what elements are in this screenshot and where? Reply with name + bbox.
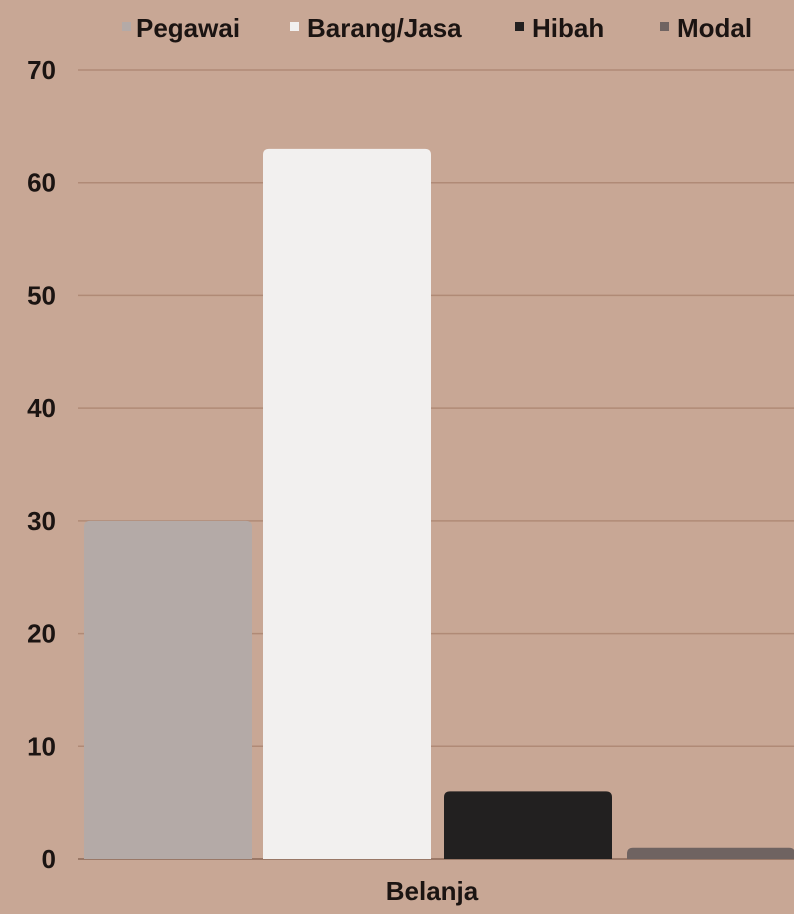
legend-swatch-modal bbox=[660, 22, 669, 31]
legend-label-barang-jasa: Barang/Jasa bbox=[307, 13, 462, 43]
legend-label-modal: Modal bbox=[677, 13, 752, 43]
y-tick-label-50: 50 bbox=[27, 280, 56, 310]
y-axis-ticks: 0 10 20 30 40 50 60 70 bbox=[27, 55, 56, 874]
legend-swatch-hibah bbox=[515, 22, 524, 31]
x-category-label: Belanja bbox=[386, 876, 479, 906]
legend-label-pegawai: Pegawai bbox=[136, 13, 240, 43]
y-tick-label-20: 20 bbox=[27, 619, 56, 649]
y-tick-label-70: 70 bbox=[27, 55, 56, 85]
legend-swatch-pegawai bbox=[122, 22, 131, 31]
y-tick-label-30: 30 bbox=[27, 506, 56, 536]
bar-hibah bbox=[444, 791, 612, 859]
bar-modal bbox=[627, 847, 794, 859]
y-tick-label-60: 60 bbox=[27, 168, 56, 198]
bar-barang-jasa bbox=[263, 148, 431, 859]
bars bbox=[84, 148, 794, 859]
y-tick-label-10: 10 bbox=[27, 731, 56, 761]
legend-label-hibah: Hibah bbox=[532, 13, 604, 43]
legend-swatch-barang-jasa bbox=[290, 22, 299, 31]
bar-pegawai bbox=[84, 520, 252, 859]
y-tick-label-0: 0 bbox=[42, 844, 56, 874]
x-axis-categories: Belanja bbox=[386, 876, 479, 906]
y-tick-label-40: 40 bbox=[27, 393, 56, 423]
legend: Pegawai Barang/Jasa Hibah Modal bbox=[122, 13, 752, 43]
